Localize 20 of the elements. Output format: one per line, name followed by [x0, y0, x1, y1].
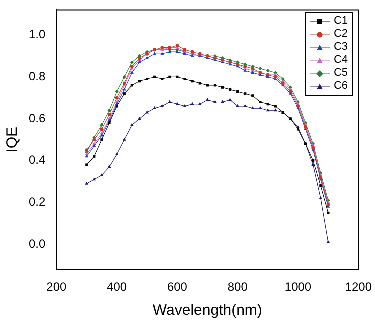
x-tick-label: 400: [107, 280, 128, 294]
legend-label: C5: [334, 67, 348, 80]
y-tick-label: 0.2: [28, 194, 46, 209]
legend-label: C4: [334, 54, 348, 67]
x-tick-label: 800: [228, 280, 248, 294]
x-tick-label: 1000: [284, 280, 312, 294]
legend-label: C3: [334, 41, 348, 54]
x-tick-label: 600: [167, 280, 188, 294]
y-axis-title: IQE: [4, 126, 22, 153]
y-tick-label: 1.0: [28, 28, 46, 42]
y-tick-label: 0.8: [28, 69, 46, 84]
x-tick-label: 200: [46, 280, 68, 294]
y-tick-label: 0.6: [28, 111, 46, 126]
legend-label: C2: [334, 28, 348, 41]
y-tick-label: 0.4: [28, 153, 46, 168]
legend-label: C6: [334, 80, 348, 93]
y-tick-label: 0.0: [28, 236, 46, 251]
legend-label: C1: [334, 15, 348, 28]
x-tick-label: 1200: [345, 280, 372, 294]
x-axis-title: Wavelength(nm): [152, 302, 262, 320]
